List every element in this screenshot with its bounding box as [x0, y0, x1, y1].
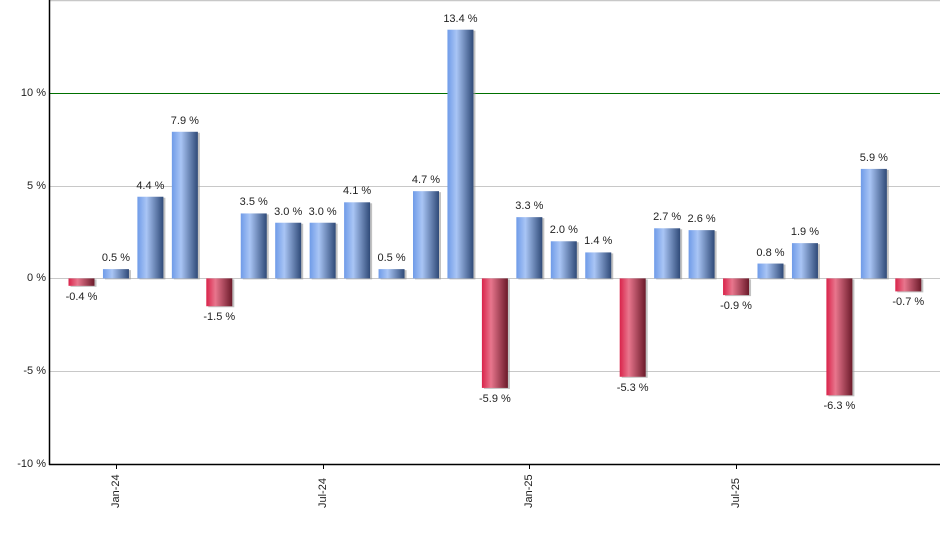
bar-Oct-24	[413, 191, 439, 279]
bar-value-label: -6.3 %	[823, 400, 856, 413]
bar-Jul-25	[723, 278, 750, 296]
bar-Jul-24	[309, 222, 336, 279]
bar-Mar-24	[171, 131, 198, 279]
bar-Aug-24	[344, 202, 371, 279]
bar-Jan-24	[102, 269, 129, 279]
y-tick-label: -5 %	[23, 364, 46, 377]
bar-Feb-25	[550, 241, 577, 279]
bar-Nov-25	[860, 168, 887, 279]
x-tick-label: Jul-25	[729, 478, 742, 508]
bar-value-label: 1.9 %	[790, 226, 819, 239]
x-tick-label: Jan-24	[109, 474, 122, 508]
bar-Sep-24	[378, 269, 405, 279]
bars	[68, 29, 924, 397]
axes	[48, 0, 940, 469]
bar-Sep-25	[791, 243, 818, 279]
bar-Apr-25	[619, 278, 646, 377]
bar-value-label: 2.0 %	[549, 224, 578, 237]
bar-Oct-25	[826, 278, 853, 396]
bar-value-label: 0.5 %	[377, 252, 406, 265]
bar-value-label: 3.3 %	[515, 200, 544, 213]
bar-value-label: 13.4 %	[443, 12, 478, 25]
bar-Nov-24	[447, 29, 474, 279]
y-tick-label: 5 %	[27, 179, 46, 192]
bar-value-label: -0.9 %	[720, 300, 752, 313]
bar-value-label: 5.9 %	[859, 151, 888, 164]
bar-Dec-25	[895, 278, 922, 292]
x-tick-label: Jul-24	[316, 478, 329, 508]
bar-May-24	[240, 213, 267, 279]
bar-Aug-25	[757, 263, 784, 279]
bar-value-label: -5.9 %	[478, 392, 511, 405]
bar-value-label: -1.5 %	[203, 311, 236, 324]
bar-Dec-24	[481, 278, 508, 388]
bar-Jun-24	[275, 222, 302, 279]
bar-value-label: 1.4 %	[584, 235, 613, 248]
bar-Feb-24	[137, 196, 164, 279]
bar-Dec-23	[68, 278, 95, 286]
y-tick-label: 0 %	[27, 271, 46, 284]
bar-Jan-25	[516, 217, 543, 279]
bar-value-label: 2.6 %	[687, 213, 716, 226]
bar-value-label: 3.0 %	[308, 205, 337, 218]
x-tick-label: Jan-25	[522, 474, 535, 508]
bar-value-label: 4.7 %	[411, 174, 441, 187]
bar-value-label: 2.7 %	[653, 211, 682, 224]
y-tick-label: -10 %	[17, 457, 46, 470]
bar-value-label: -0.7 %	[892, 296, 925, 309]
bar-value-label: 4.1 %	[343, 185, 372, 198]
bar-May-25	[654, 228, 681, 279]
bar-Apr-24	[206, 278, 233, 307]
bar-value-label: 0.8 %	[756, 246, 785, 259]
bar-value-label: 3.0 %	[274, 205, 303, 218]
bar-value-label: 0.5 %	[101, 252, 130, 265]
y-tick-label: 10 %	[20, 86, 46, 99]
bar-value-label: 4.4 %	[136, 179, 165, 192]
bar-value-label: 7.9 %	[170, 114, 199, 127]
bar-Jun-25	[688, 230, 715, 279]
bar-Mar-25	[585, 252, 612, 279]
bar-value-label: -5.3 %	[616, 381, 649, 394]
bar-value-label: -0.4 %	[65, 290, 98, 303]
bar-value-label: 3.5 %	[239, 196, 268, 209]
